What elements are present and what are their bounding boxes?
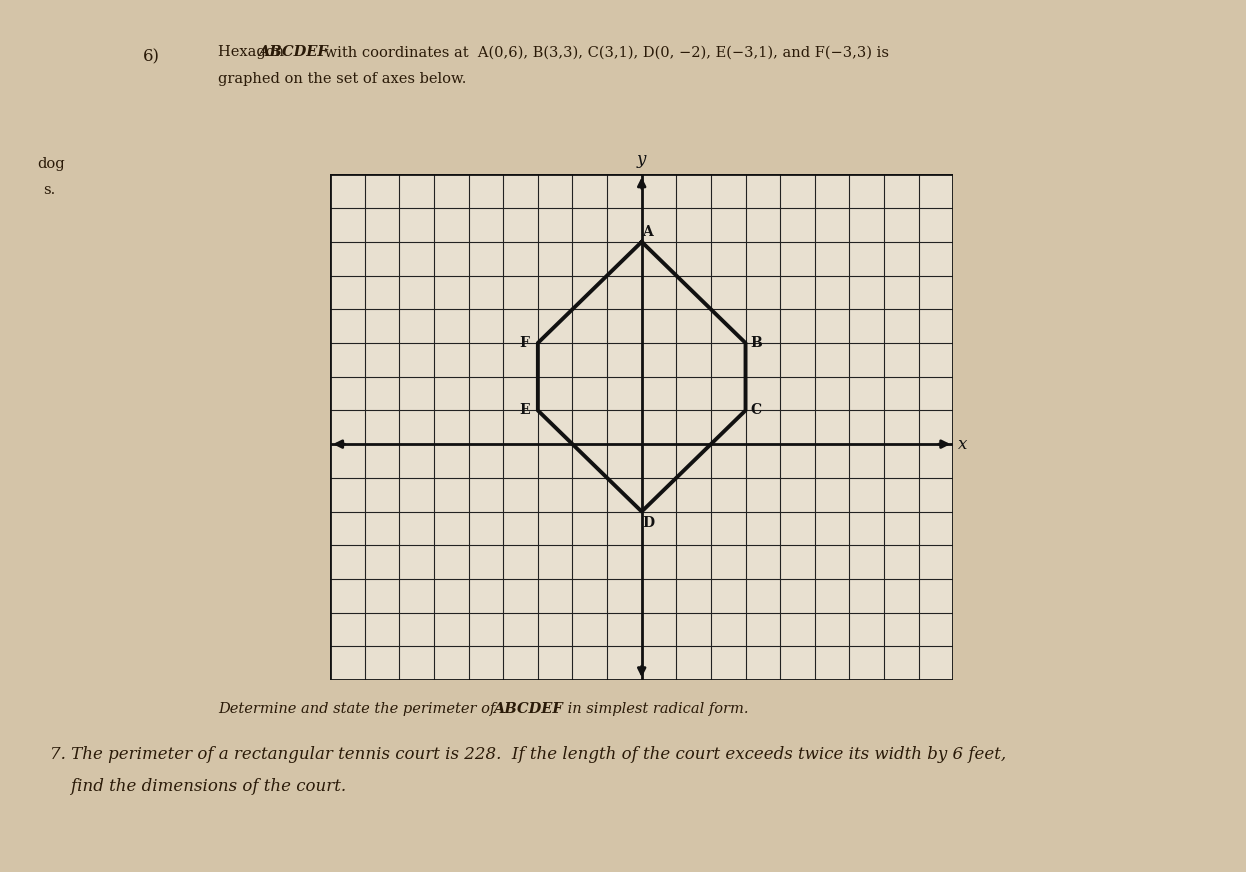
Text: A: A [643,225,653,240]
Text: with coordinates at  A(0,6), B(3,3), C(3,1), D(0, −2), E(−3,1), and F(−3,3) is: with coordinates at A(0,6), B(3,3), C(3,… [320,45,890,59]
Text: D: D [642,516,654,530]
Text: in simplest radical form.: in simplest radical form. [563,702,749,716]
Text: y: y [637,151,647,167]
Text: ABCDEF: ABCDEF [493,702,563,716]
Text: dog: dog [37,157,65,171]
Text: 6): 6) [143,48,161,65]
Text: C: C [750,404,761,418]
Text: x: x [958,436,968,453]
Text: Hexagon: Hexagon [218,45,289,59]
Text: graphed on the set of axes below.: graphed on the set of axes below. [218,72,466,85]
Text: find the dimensions of the court.: find the dimensions of the court. [50,778,346,794]
Text: F: F [520,336,530,350]
Text: B: B [750,336,761,350]
Text: ABCDEF: ABCDEF [258,45,328,59]
Text: E: E [520,404,530,418]
Text: s.: s. [44,183,56,197]
Text: 7. The perimeter of a rectangular tennis court is 228.  If the length of the cou: 7. The perimeter of a rectangular tennis… [50,746,1006,762]
Text: Determine and state the perimeter of: Determine and state the perimeter of [218,702,500,716]
